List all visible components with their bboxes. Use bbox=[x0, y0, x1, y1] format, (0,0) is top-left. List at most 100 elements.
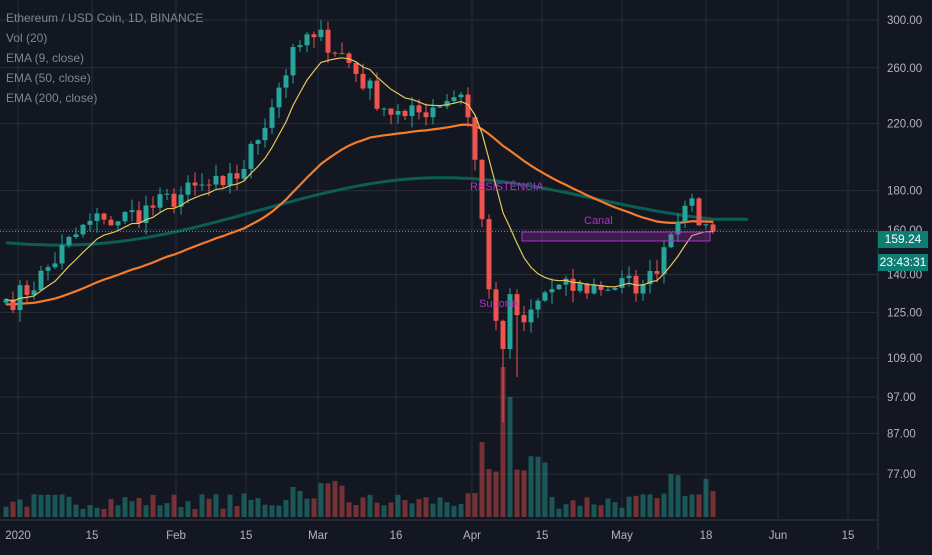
volume-bar bbox=[101, 508, 107, 517]
candle-body bbox=[507, 294, 513, 350]
candle-body bbox=[262, 127, 268, 141]
candle-body bbox=[472, 117, 478, 160]
volume-bar bbox=[171, 494, 177, 517]
legend-symbol[interactable]: Ethereum / USD Coin, 1D, BINANCE bbox=[6, 11, 204, 25]
x-tick-label: May bbox=[611, 530, 633, 542]
volume-bar bbox=[94, 507, 100, 517]
candle-body bbox=[353, 62, 359, 74]
candle-body bbox=[577, 283, 583, 291]
legend-ema9[interactable]: EMA (9, close) bbox=[6, 51, 85, 65]
volume-bar bbox=[668, 474, 674, 517]
volume-bar bbox=[514, 469, 520, 517]
candle-body bbox=[388, 108, 394, 115]
candle-body bbox=[185, 182, 191, 195]
candle-body bbox=[696, 198, 702, 226]
candle-body bbox=[598, 284, 604, 290]
volume-bar bbox=[416, 499, 422, 517]
volume-bar bbox=[528, 456, 534, 517]
volume-bar bbox=[430, 503, 436, 517]
volume-bar bbox=[682, 495, 688, 517]
candle-body bbox=[430, 107, 436, 118]
volume-bar bbox=[262, 504, 268, 517]
volume-bar bbox=[542, 462, 548, 517]
volume-bar bbox=[346, 502, 352, 517]
candle-body bbox=[444, 101, 450, 107]
candle-body bbox=[136, 210, 142, 224]
volume-bar bbox=[269, 505, 275, 517]
candle-body bbox=[59, 245, 65, 264]
volume-bar bbox=[150, 494, 156, 517]
candle-body bbox=[423, 112, 429, 118]
candle-body bbox=[94, 213, 100, 221]
volume-bar bbox=[38, 494, 44, 517]
candle-body bbox=[703, 224, 709, 226]
volume-bar bbox=[339, 485, 345, 517]
volume-bar bbox=[227, 494, 233, 517]
x-tick-label: 2020 bbox=[5, 530, 31, 542]
candle-body bbox=[360, 73, 366, 89]
volume-bar bbox=[73, 504, 79, 517]
volume-bar bbox=[164, 503, 170, 517]
candle-body bbox=[318, 29, 324, 38]
volume-bar bbox=[654, 498, 660, 517]
candle-body bbox=[122, 211, 128, 222]
candle-body bbox=[381, 108, 387, 110]
legend-volume[interactable]: Vol (20) bbox=[6, 31, 48, 45]
candle-body bbox=[171, 193, 177, 207]
volume-bar bbox=[444, 502, 450, 517]
volume-bar bbox=[556, 508, 562, 517]
x-tick-label: Feb bbox=[166, 530, 186, 542]
volume-bar bbox=[619, 507, 625, 517]
annotation-suporte: Suporte bbox=[479, 298, 518, 310]
candle-body bbox=[101, 213, 107, 220]
volume-bar bbox=[3, 506, 9, 517]
candle-body bbox=[451, 97, 457, 102]
candle-body bbox=[619, 278, 625, 288]
volume-bar bbox=[220, 508, 226, 517]
candle-body bbox=[528, 309, 534, 323]
volume-bar bbox=[696, 494, 702, 517]
chart-legend: Ethereum / USD Coin, 1D, BINANCE Vol (20… bbox=[6, 8, 203, 108]
candle-body bbox=[234, 173, 240, 179]
volume-bar bbox=[157, 505, 163, 517]
volume-bar bbox=[675, 475, 681, 517]
volume-bar bbox=[325, 483, 331, 517]
volume-bar bbox=[451, 505, 457, 517]
candle-body bbox=[486, 219, 492, 290]
x-tick-label: 15 bbox=[536, 530, 549, 542]
candle-body bbox=[535, 300, 541, 310]
legend-ema200[interactable]: EMA (200, close) bbox=[6, 91, 98, 105]
volume-bar bbox=[129, 501, 135, 517]
candle-body bbox=[206, 184, 212, 186]
candle-body bbox=[556, 284, 562, 290]
ema200-line bbox=[5, 176, 748, 247]
volume-bar bbox=[178, 507, 184, 517]
candle-body bbox=[542, 292, 548, 301]
candle-body bbox=[108, 219, 114, 226]
candle-body bbox=[521, 315, 527, 323]
y-tick-label: 140.00 bbox=[887, 270, 922, 282]
candle-body bbox=[346, 53, 352, 63]
candle-body bbox=[591, 284, 597, 294]
volume-bar bbox=[87, 505, 93, 517]
volume-bar bbox=[521, 470, 527, 517]
legend-ema50[interactable]: EMA (50, close) bbox=[6, 71, 91, 85]
volume-bar bbox=[367, 494, 373, 517]
candle-body bbox=[493, 289, 499, 321]
candle-body bbox=[73, 234, 79, 237]
candle-body bbox=[255, 140, 261, 144]
volume-bar bbox=[388, 502, 394, 517]
x-tick-label: 15 bbox=[86, 530, 99, 542]
volume-bar bbox=[143, 505, 149, 517]
candle-body bbox=[570, 278, 576, 291]
candle-body bbox=[437, 106, 443, 108]
candle-body bbox=[80, 224, 86, 235]
y-tick-label: 260.00 bbox=[887, 63, 922, 75]
candle-body bbox=[367, 80, 373, 89]
candle-body bbox=[500, 320, 506, 350]
volume-bar bbox=[605, 498, 611, 517]
x-tick-label: 15 bbox=[240, 530, 253, 542]
volume-bar bbox=[381, 505, 387, 517]
